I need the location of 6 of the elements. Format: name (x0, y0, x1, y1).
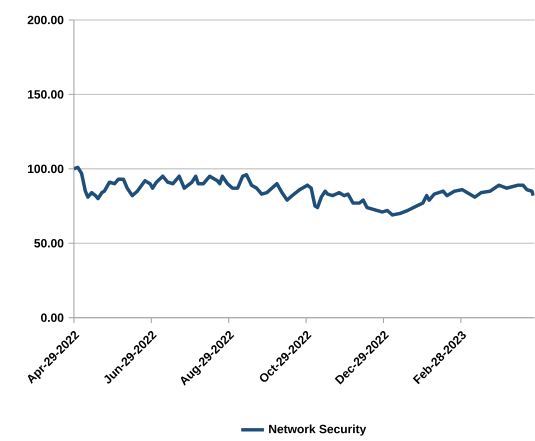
y-tick-label: 200.00 (28, 16, 64, 24)
y-tick-label: 0.00 (41, 314, 64, 322)
y-tick-label: 150.00 (28, 90, 64, 99)
y-tick-label: 50.00 (34, 239, 64, 248)
legend-label: Network Security (269, 424, 366, 436)
y-tick-label: 100.00 (28, 164, 64, 174)
